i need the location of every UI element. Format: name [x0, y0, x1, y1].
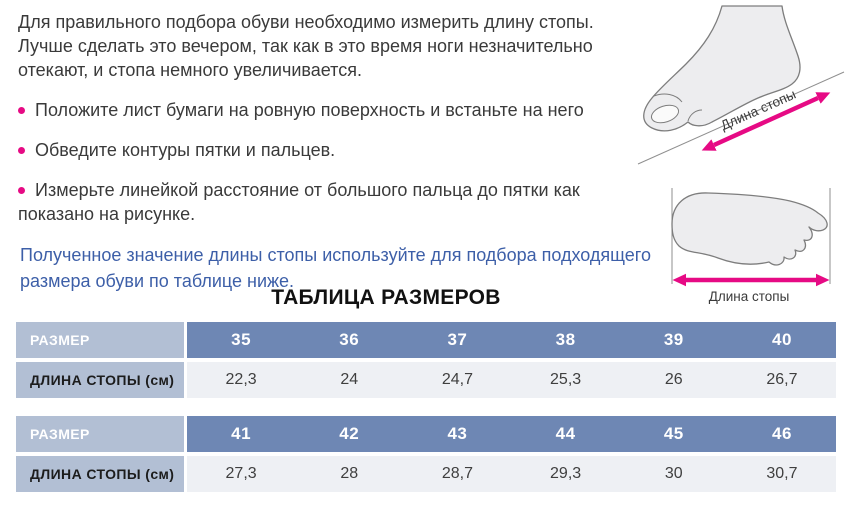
- length-cell: 26,7: [766, 371, 798, 388]
- bullet-text: Положите лист бумаги на ровную поверхнос…: [35, 100, 584, 120]
- length-cell: 29,3: [550, 465, 582, 482]
- size-cell: 44: [555, 424, 576, 443]
- size-cells: 41 42 43 44 45 46: [187, 416, 836, 452]
- length-cell: 26: [664, 371, 683, 388]
- bullet-text: Измерьте линейкой расстояние от большого…: [18, 180, 580, 224]
- size-table-title: ТАБЛИЦА РАЗМЕРОВ: [271, 286, 501, 309]
- bullet-icon: [18, 107, 25, 114]
- size-cell: 35: [231, 330, 252, 349]
- measurement-note: Полученное значение длины стопы использу…: [20, 245, 651, 291]
- intro-paragraph: Для правильного подбора обуви необходимо…: [18, 12, 594, 80]
- size-tables: РАЗМЕР 35 36 37 38 39 40 ДЛИНА СТОПЫ (см…: [16, 322, 836, 509]
- bullet-item: Положите лист бумаги на ровную поверхнос…: [18, 98, 636, 122]
- length-cell: 28,7: [441, 465, 473, 482]
- length-cell: 25,3: [550, 371, 582, 388]
- bullet-item: Измерьте линейкой расстояние от большого…: [18, 178, 636, 226]
- size-cell: 37: [447, 330, 468, 349]
- bullet-text: Обведите контуры пятки и пальцев.: [35, 140, 336, 160]
- size-header-row: РАЗМЕР 41 42 43 44 45 46: [16, 416, 836, 452]
- toenail: [650, 104, 680, 124]
- measure-arrow-icon: [701, 92, 831, 151]
- size-cell: 41: [231, 424, 252, 443]
- size-cell: 39: [663, 330, 684, 349]
- length-cell: 24: [340, 371, 359, 388]
- bullet-item: Обведите контуры пятки и пальцев.: [18, 138, 636, 162]
- toe-crease: [653, 93, 683, 103]
- instructions-column: Для правильного подбора обуви необходимо…: [18, 10, 651, 294]
- length-cells: 27,3 28 28,7 29,3 30 30,7: [187, 456, 836, 492]
- size-cell: 40: [771, 330, 792, 349]
- bullet-icon: [18, 187, 25, 194]
- length-cells: 22,3 24 24,7 25,3 26 26,7: [187, 362, 836, 398]
- length-cell: 28: [340, 465, 359, 482]
- size-cell: 46: [771, 424, 792, 443]
- size-cell: 42: [339, 424, 360, 443]
- toe-crease: [687, 109, 703, 122]
- size-cell: 38: [555, 330, 576, 349]
- length-row-label: ДЛИНА СТОПЫ (см): [16, 456, 184, 492]
- size-cell: 43: [447, 424, 468, 443]
- size-row-label: РАЗМЕР: [16, 322, 184, 358]
- length-row: ДЛИНА СТОПЫ (см) 27,3 28 28,7 29,3 30 30…: [16, 456, 836, 492]
- size-cell: 36: [339, 330, 360, 349]
- size-cell: 45: [663, 424, 684, 443]
- foot-side-illustration: Длина стопы: [637, 5, 845, 165]
- length-cell: 24,7: [441, 371, 473, 388]
- length-row-label: ДЛИНА СТОПЫ (см): [16, 362, 184, 398]
- length-cell: 30,7: [766, 465, 798, 482]
- length-cell: 30: [664, 465, 683, 482]
- size-cells: 35 36 37 38 39 40: [187, 322, 836, 358]
- size-row-label: РАЗМЕР: [16, 416, 184, 452]
- foot-top-illustration: Длина стопы: [671, 188, 831, 304]
- length-cell: 27,3: [225, 465, 257, 482]
- length-cell: 22,3: [225, 371, 257, 388]
- top-measure-label: Длина стопы: [709, 289, 790, 304]
- foot-outline: [643, 5, 801, 132]
- bullet-icon: [18, 147, 25, 154]
- size-header-row: РАЗМЕР 35 36 37 38 39 40: [16, 322, 836, 358]
- foot-sole-outline: [671, 192, 828, 266]
- size-table-41-46: РАЗМЕР 41 42 43 44 45 46 ДЛИНА СТОПЫ (см…: [16, 416, 836, 492]
- length-row: ДЛИНА СТОПЫ (см) 22,3 24 24,7 25,3 26 26…: [16, 362, 836, 398]
- size-table-35-40: РАЗМЕР 35 36 37 38 39 40 ДЛИНА СТОПЫ (см…: [16, 322, 836, 398]
